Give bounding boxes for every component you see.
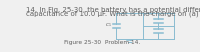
Text: $C_2$: $C_2$: [147, 10, 153, 18]
Text: 14. In Fig. 25-30, the battery has a potential difference of V = 10.0 V and the : 14. In Fig. 25-30, the battery has a pot…: [26, 7, 200, 13]
Text: $C_1$: $C_1$: [105, 21, 112, 29]
Text: Figure 25-30  Problem 14.: Figure 25-30 Problem 14.: [64, 40, 141, 45]
Text: capacitance of 10.0 μF. What is the charge on (a) capacitor 1 and (b) capacitor : capacitance of 10.0 μF. What is the char…: [26, 11, 200, 17]
